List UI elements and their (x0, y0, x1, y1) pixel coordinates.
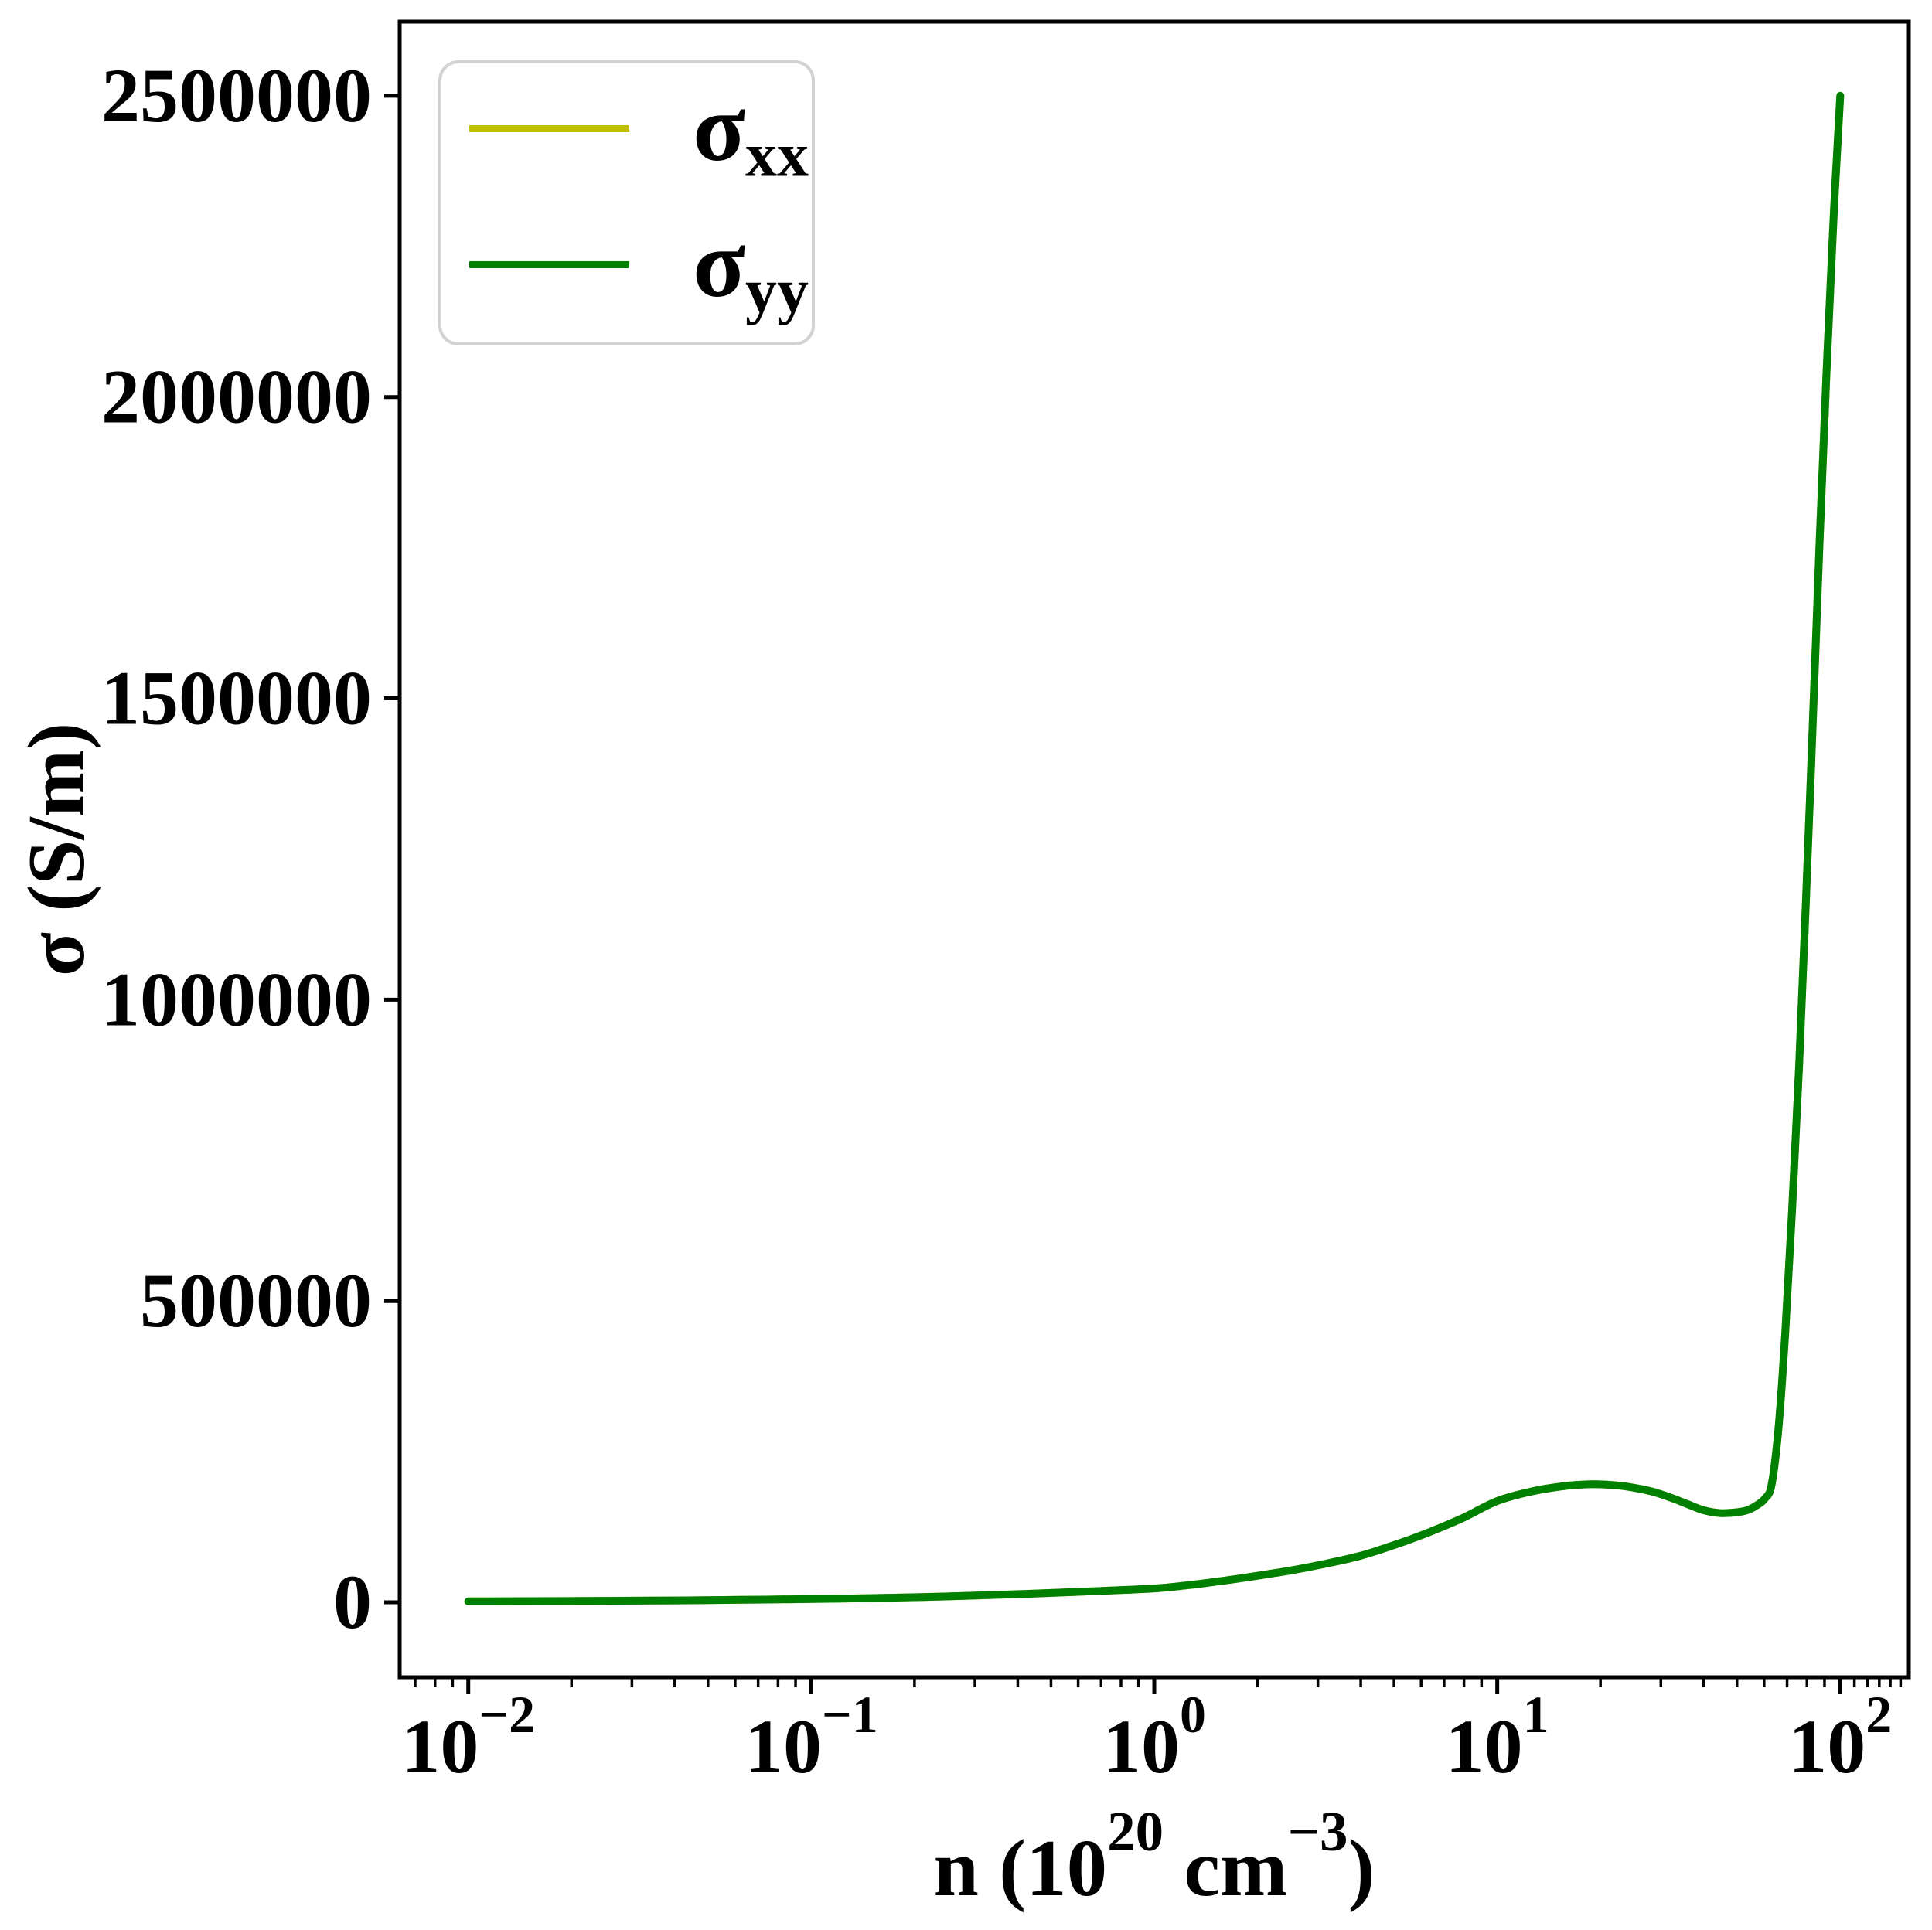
x-tick-label: 10−1 (745, 1685, 878, 1789)
sigma-yy-line-swatch (469, 260, 629, 268)
sigma-symbol: σ (693, 75, 745, 182)
y-tick-label: 500000 (140, 1258, 372, 1343)
legend: σxx σyy (438, 60, 815, 345)
y-tick-label: 1000000 (101, 956, 372, 1042)
x-tick-label: 100 (1102, 1685, 1206, 1789)
series-curve-sigma-yy (464, 91, 1845, 1605)
legend-item-sigma-xx: σxx (469, 71, 812, 187)
x-tick-label: 10−2 (401, 1685, 535, 1789)
y-tick-label: 2500000 (101, 53, 372, 138)
x-tick-label: 102 (1788, 1685, 1892, 1789)
x-axis-label: n (1020 cm−3) (933, 1800, 1375, 1913)
x-tick-label: 101 (1446, 1685, 1549, 1789)
y-tick-label: 0 (333, 1559, 372, 1645)
y-tick-label: 1500000 (101, 655, 372, 741)
legend-label-sigma-yy: σyy (693, 216, 809, 322)
sigma-yy-subscript: yy (745, 255, 809, 326)
legend-label-sigma-xx: σxx (693, 80, 809, 187)
y-axis-label: σ (S/m) (11, 723, 101, 976)
sigma-symbol: σ (693, 210, 745, 318)
legend-item-sigma-yy: σyy (469, 207, 812, 323)
sigma-xx-line-swatch (469, 125, 629, 133)
y-tick-label: 2000000 (101, 354, 372, 440)
sigma-xx-subscript: xx (745, 119, 809, 190)
